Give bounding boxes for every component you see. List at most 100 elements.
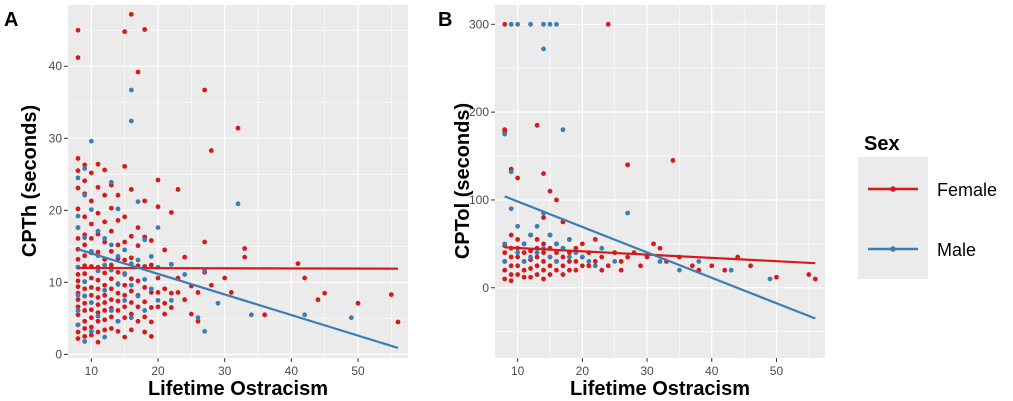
panel-b-fit-lines xyxy=(504,195,816,320)
point-male xyxy=(88,207,94,212)
panel-a-y-axis-title: CPTh (seconds) xyxy=(19,105,41,257)
point-female xyxy=(579,263,585,269)
point-female xyxy=(625,254,631,260)
point-male xyxy=(560,127,566,133)
point-female xyxy=(262,312,268,318)
point-female xyxy=(508,254,514,260)
point-male xyxy=(592,263,598,269)
point-female xyxy=(115,290,121,296)
point-female xyxy=(355,300,361,306)
x-tick-label: 20 xyxy=(151,364,165,378)
point-female xyxy=(75,312,81,318)
panel-a: A 0 10 20 30 40 10 20 30 40 50 Lifetime Ostracis… xyxy=(4,5,408,400)
point-female xyxy=(148,262,154,268)
point-female xyxy=(75,278,81,284)
point-male xyxy=(102,236,108,241)
point-male xyxy=(541,21,546,27)
point-female xyxy=(202,87,208,93)
point-female xyxy=(528,266,533,271)
point-male xyxy=(168,297,174,303)
point-male xyxy=(567,237,572,242)
point-female xyxy=(560,254,566,260)
point-female xyxy=(102,300,108,305)
point-female xyxy=(560,263,566,269)
x-tick-label: 50 xyxy=(351,364,365,378)
point-female xyxy=(541,171,546,176)
point-female xyxy=(88,285,94,290)
point-male xyxy=(82,166,88,171)
point-male xyxy=(508,169,514,175)
point-male xyxy=(515,21,521,27)
point-male xyxy=(508,206,514,212)
point-female xyxy=(135,225,141,231)
point-female xyxy=(122,214,128,220)
point-female xyxy=(515,237,521,242)
point-female xyxy=(812,276,818,282)
point-male xyxy=(142,237,148,243)
point-female xyxy=(75,206,81,212)
point-female xyxy=(322,290,328,296)
point-male xyxy=(95,228,101,234)
point-male xyxy=(168,261,174,267)
point-female xyxy=(806,272,812,277)
legend-female-dot xyxy=(890,186,896,192)
point-female xyxy=(102,270,108,276)
point-male xyxy=(75,175,81,181)
point-female xyxy=(567,259,572,264)
point-female xyxy=(508,232,514,238)
point-female xyxy=(567,267,572,273)
point-female xyxy=(168,305,174,310)
y-tick-label: 200 xyxy=(469,105,489,119)
point-male xyxy=(302,312,308,318)
point-female xyxy=(88,324,94,330)
point-female xyxy=(638,263,643,269)
point-male xyxy=(625,210,631,216)
point-male xyxy=(88,300,94,305)
point-male xyxy=(128,282,134,288)
point-female xyxy=(182,297,188,303)
point-male xyxy=(148,254,154,259)
point-male xyxy=(88,328,94,334)
x-tick-label: 30 xyxy=(218,364,232,378)
point-female xyxy=(508,272,514,277)
point-male xyxy=(696,259,702,264)
point-female xyxy=(88,307,94,313)
point-female xyxy=(242,246,248,251)
point-male xyxy=(135,257,141,263)
point-male xyxy=(534,223,540,229)
point-male xyxy=(148,286,154,292)
point-male xyxy=(135,293,141,299)
point-female xyxy=(75,185,81,191)
point-female xyxy=(554,197,559,203)
point-female xyxy=(148,319,154,325)
point-female xyxy=(122,304,128,310)
point-female xyxy=(108,276,114,282)
point-male xyxy=(567,254,572,260)
point-male xyxy=(547,254,553,260)
point-female xyxy=(82,162,88,168)
point-female xyxy=(88,315,94,321)
panel-b-y-axis-title: CPTol (seconds) xyxy=(452,103,474,259)
point-female xyxy=(162,247,168,253)
point-female xyxy=(102,308,108,313)
point-female xyxy=(547,188,553,194)
point-male xyxy=(348,315,354,321)
point-female xyxy=(82,286,88,292)
point-female xyxy=(108,297,114,303)
point-female xyxy=(135,243,141,249)
point-female xyxy=(148,333,154,339)
point-female xyxy=(586,263,592,269)
point-male xyxy=(102,334,108,340)
panel-b: B 0 100 200 300 10 20 30 40 50 Lifetime Ostraci… xyxy=(438,5,825,400)
point-female xyxy=(142,285,148,290)
x-tick-label: 10 xyxy=(85,364,99,378)
point-female xyxy=(162,286,168,292)
y-tick-label: 0 xyxy=(482,281,489,295)
point-female xyxy=(122,282,128,288)
point-female xyxy=(82,253,88,259)
y-tick-label: 100 xyxy=(469,193,489,207)
point-female xyxy=(95,286,101,292)
point-female xyxy=(182,254,188,260)
point-female xyxy=(155,177,161,183)
